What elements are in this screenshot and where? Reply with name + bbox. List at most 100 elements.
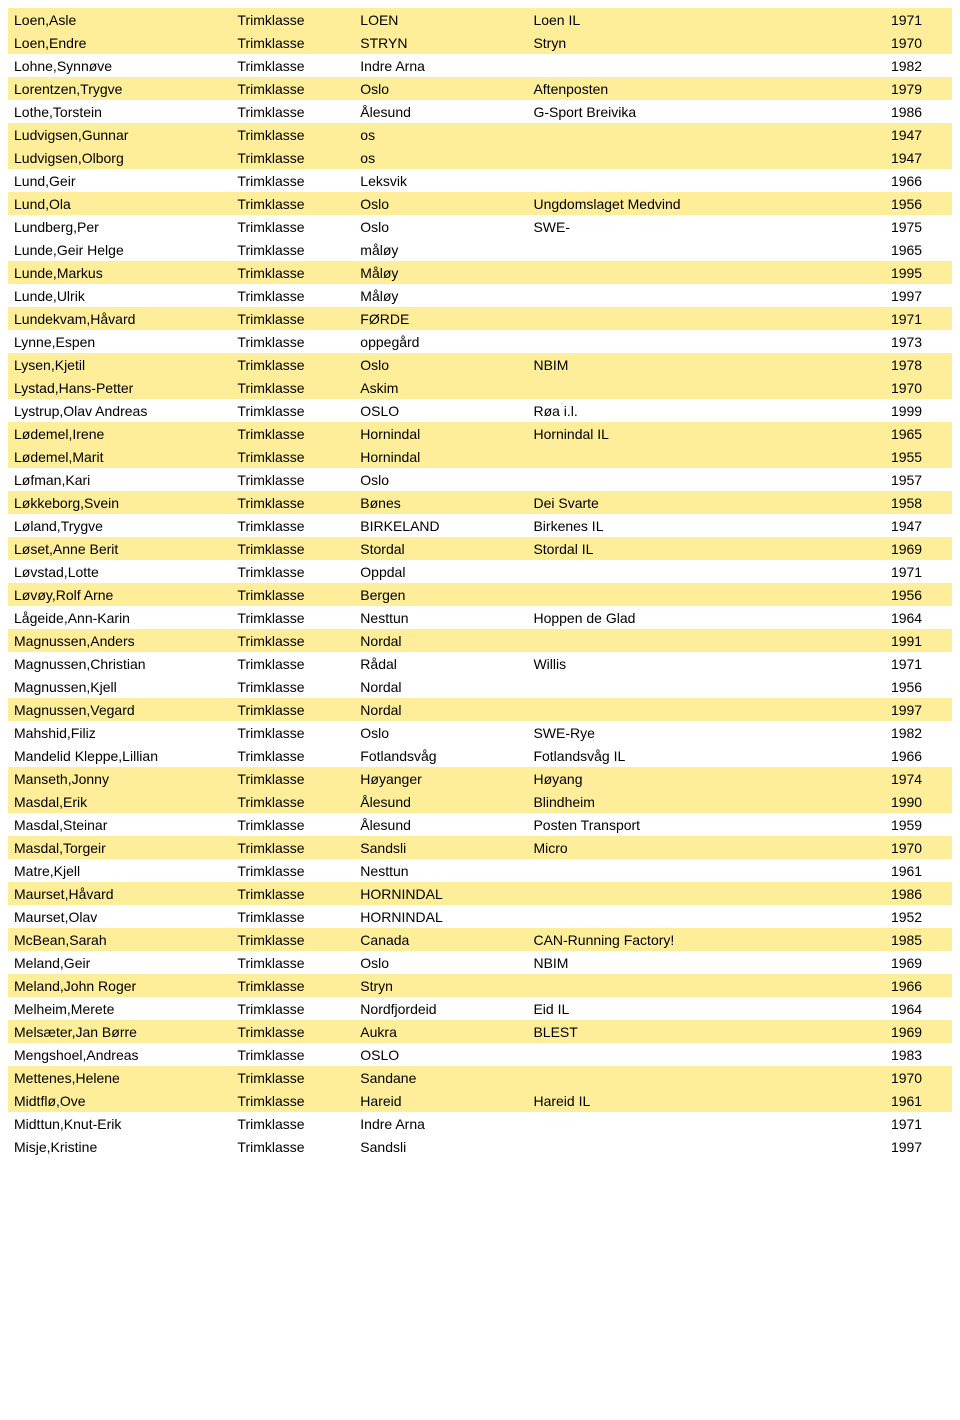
org-cell: Hareid IL [527,1089,884,1112]
place-cell: Nordal [354,629,527,652]
table-row: Midtflø,OveTrimklasseHareidHareid IL1961 [8,1089,952,1112]
table-row: Lystad,Hans-PetterTrimklasseAskim1970 [8,376,952,399]
name-cell: Lundekvam,Håvard [8,307,231,330]
year-cell: 1947 [885,146,952,169]
year-cell: 1986 [885,882,952,905]
org-cell [527,307,884,330]
place-cell: FØRDE [354,307,527,330]
table-row: Ludvigsen,OlborgTrimklasseos1947 [8,146,952,169]
class-cell: Trimklasse [231,744,354,767]
class-cell: Trimklasse [231,1135,354,1158]
name-cell: Mahshid,Filiz [8,721,231,744]
name-cell: Lysen,Kjetil [8,353,231,376]
place-cell: Rådal [354,652,527,675]
table-row: McBean,SarahTrimklasseCanadaCAN-Running … [8,928,952,951]
name-cell: Lorentzen,Trygve [8,77,231,100]
place-cell: Canada [354,928,527,951]
place-cell: Oslo [354,353,527,376]
org-cell [527,123,884,146]
year-cell: 1982 [885,721,952,744]
name-cell: Meland,Geir [8,951,231,974]
year-cell: 1964 [885,997,952,1020]
place-cell: BIRKELAND [354,514,527,537]
org-cell [527,905,884,928]
org-cell [527,882,884,905]
name-cell: Løfman,Kari [8,468,231,491]
table-row: Meland,John RogerTrimklasseStryn1966 [8,974,952,997]
table-row: Lunde,Geir HelgeTrimklassemåløy1965 [8,238,952,261]
org-cell: Willis [527,652,884,675]
year-cell: 1982 [885,54,952,77]
table-row: Matre,KjellTrimklasseNesttun1961 [8,859,952,882]
year-cell: 1985 [885,928,952,951]
class-cell: Trimklasse [231,721,354,744]
org-cell [527,1112,884,1135]
name-cell: Løkkeborg,Svein [8,491,231,514]
class-cell: Trimklasse [231,146,354,169]
class-cell: Trimklasse [231,698,354,721]
year-cell: 1966 [885,744,952,767]
class-cell: Trimklasse [231,353,354,376]
class-cell: Trimklasse [231,560,354,583]
org-cell [527,675,884,698]
table-row: Lødemel,MaritTrimklasseHornindal1955 [8,445,952,468]
table-row: Løvøy,Rolf ArneTrimklasseBergen1956 [8,583,952,606]
place-cell: Leksvik [354,169,527,192]
org-cell: G-Sport Breivika [527,100,884,123]
class-cell: Trimklasse [231,1020,354,1043]
class-cell: Trimklasse [231,951,354,974]
table-row: Lund,OlaTrimklasseOsloUngdomslaget Medvi… [8,192,952,215]
year-cell: 1955 [885,445,952,468]
name-cell: Lødemel,Marit [8,445,231,468]
table-row: Løfman,KariTrimklasseOslo1957 [8,468,952,491]
name-cell: Lystrup,Olav Andreas [8,399,231,422]
class-cell: Trimklasse [231,445,354,468]
place-cell: STRYN [354,31,527,54]
place-cell: Oppdal [354,560,527,583]
place-cell: Sandsli [354,1135,527,1158]
year-cell: 1959 [885,813,952,836]
table-row: Lorentzen,TrygveTrimklasseOsloAftenposte… [8,77,952,100]
org-cell [527,238,884,261]
year-cell: 1956 [885,583,952,606]
year-cell: 1965 [885,422,952,445]
year-cell: 1997 [885,1135,952,1158]
table-row: Masdal,SteinarTrimklasseÅlesundPosten Tr… [8,813,952,836]
class-cell: Trimklasse [231,284,354,307]
table-row: Løland,TrygveTrimklasseBIRKELANDBirkenes… [8,514,952,537]
table-row: Melheim,MereteTrimklasseNordfjordeidEid … [8,997,952,1020]
table-row: Misje,KristineTrimklasseSandsli1997 [8,1135,952,1158]
name-cell: Magnussen,Kjell [8,675,231,698]
table-row: Lunde,UlrikTrimklasseMåløy1997 [8,284,952,307]
name-cell: Lunde,Geir Helge [8,238,231,261]
name-cell: Manseth,Jonny [8,767,231,790]
table-row: Melsæter,Jan BørreTrimklasseAukraBLEST19… [8,1020,952,1043]
year-cell: 1971 [885,307,952,330]
class-cell: Trimklasse [231,606,354,629]
table-row: Magnussen,KjellTrimklasseNordal1956 [8,675,952,698]
class-cell: Trimklasse [231,215,354,238]
org-cell: Stryn [527,31,884,54]
class-cell: Trimklasse [231,813,354,836]
name-cell: McBean,Sarah [8,928,231,951]
year-cell: 1995 [885,261,952,284]
class-cell: Trimklasse [231,169,354,192]
place-cell: Høyanger [354,767,527,790]
year-cell: 1956 [885,675,952,698]
class-cell: Trimklasse [231,1043,354,1066]
class-cell: Trimklasse [231,77,354,100]
year-cell: 1986 [885,100,952,123]
table-row: Mahshid,FilizTrimklasseOsloSWE-Rye1982 [8,721,952,744]
year-cell: 1999 [885,399,952,422]
place-cell: Ålesund [354,813,527,836]
place-cell: Hareid [354,1089,527,1112]
year-cell: 1971 [885,1112,952,1135]
place-cell: Nesttun [354,859,527,882]
org-cell: Loen IL [527,8,884,31]
table-row: Løvstad,LotteTrimklasseOppdal1971 [8,560,952,583]
class-cell: Trimklasse [231,928,354,951]
place-cell: Hornindal [354,422,527,445]
name-cell: Lund,Ola [8,192,231,215]
org-cell [527,54,884,77]
year-cell: 1969 [885,951,952,974]
